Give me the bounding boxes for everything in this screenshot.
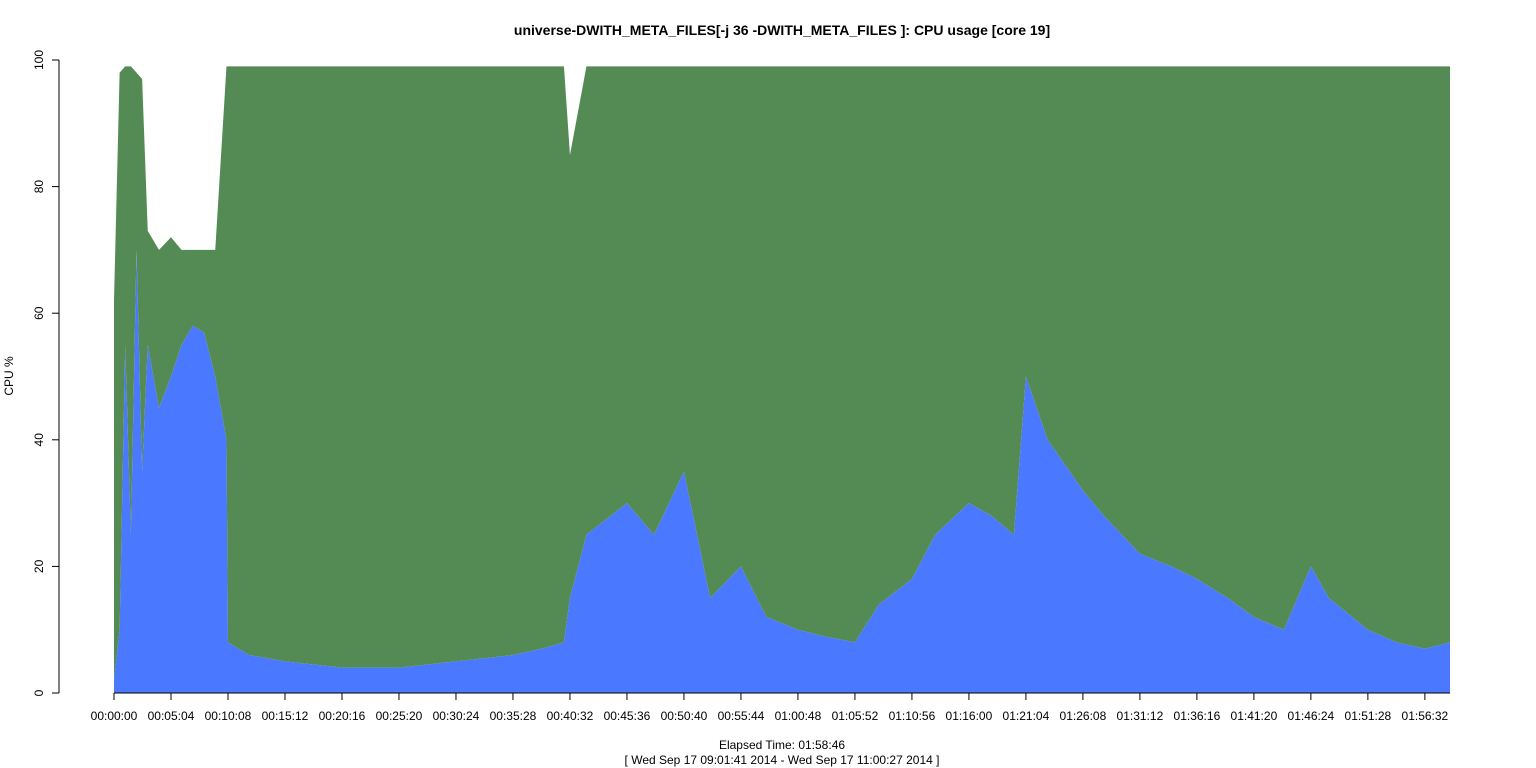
x-tick-label: 01:31:12 <box>1117 709 1164 723</box>
x-axis: 00:00:00 00:05:04 00:10:08 00:15:12 00:20:16… <box>91 692 1450 723</box>
y-tick-label: 40 <box>32 433 46 447</box>
chart-title: universe-DWITH_META_FILES[-j 36 -DWITH_M… <box>514 22 1050 38</box>
y-tick-label: 20 <box>32 559 46 573</box>
x-tick-label: 00:25:20 <box>376 709 423 723</box>
x-axis-label: Elapsed Time: 01:58:46 <box>719 738 845 752</box>
x-tick-label: 00:20:16 <box>319 709 366 723</box>
y-tick-label: 100 <box>32 50 46 70</box>
x-tick-label: 01:26:08 <box>1060 709 1107 723</box>
x-tick-label: 01:51:28 <box>1345 709 1392 723</box>
plot-area <box>114 66 1450 693</box>
series-area-2 <box>114 66 1450 681</box>
x-tick-label: 01:10:56 <box>889 709 936 723</box>
x-tick-label: 00:45:36 <box>604 709 651 723</box>
time-range-subtitle: [ Wed Sep 17 09:01:41 2014 - Wed Sep 17 … <box>625 753 940 767</box>
x-tick-label: 00:30:24 <box>433 709 480 723</box>
x-tick-label: 01:46:24 <box>1288 709 1335 723</box>
y-axis: 0 20 40 60 80 100 <box>32 50 60 696</box>
series-area-1 <box>114 249 1450 693</box>
x-tick-label: 00:40:32 <box>547 709 594 723</box>
x-tick-label: 01:16:00 <box>946 709 993 723</box>
y-tick-label: 60 <box>32 306 46 320</box>
x-tick-label: 00:10:08 <box>205 709 252 723</box>
y-axis-label: CPU % <box>2 356 16 396</box>
x-tick-label: 01:00:48 <box>775 709 822 723</box>
x-tick-label: 01:36:16 <box>1174 709 1221 723</box>
x-tick-label: 01:21:04 <box>1003 709 1050 723</box>
x-tick-label: 00:00:00 <box>91 709 138 723</box>
y-tick-label: 80 <box>32 180 46 194</box>
x-tick-label: 00:50:40 <box>661 709 708 723</box>
x-tick-label: 00:05:04 <box>148 709 195 723</box>
y-tick-label: 0 <box>32 689 46 696</box>
x-tick-label: 01:41:20 <box>1231 709 1278 723</box>
x-tick-label: 00:35:28 <box>490 709 537 723</box>
x-tick-label: 00:55:44 <box>718 709 765 723</box>
x-tick-label: 01:56:32 <box>1402 709 1449 723</box>
x-tick-label: 00:15:12 <box>262 709 309 723</box>
x-tick-label: 01:05:52 <box>832 709 879 723</box>
